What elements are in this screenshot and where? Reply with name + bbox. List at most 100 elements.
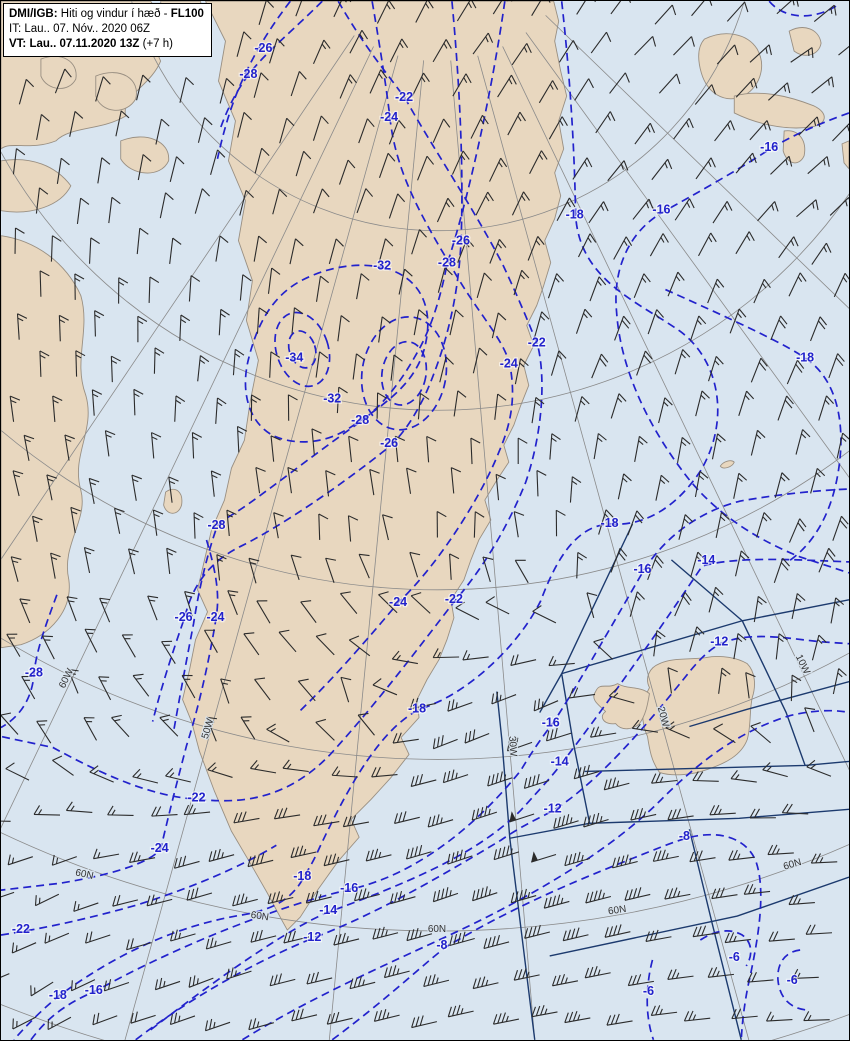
wind-barb bbox=[493, 845, 520, 861]
wind-barb bbox=[273, 512, 284, 539]
wind-barb bbox=[832, 515, 849, 541]
wind-barb bbox=[753, 595, 767, 623]
wind-barb bbox=[1, 712, 19, 735]
wind-barb bbox=[52, 395, 63, 422]
wind-barb bbox=[215, 235, 229, 262]
wind-barb bbox=[724, 932, 751, 944]
temperature-contour bbox=[30, 488, 849, 1040]
wind-barb bbox=[170, 929, 196, 942]
wind-barb bbox=[88, 477, 100, 504]
wind-barb bbox=[472, 347, 488, 374]
wind-barb bbox=[99, 597, 111, 623]
wind-barb bbox=[146, 894, 173, 907]
wind-barb bbox=[627, 510, 645, 536]
wind-barb bbox=[745, 672, 756, 699]
wind-barb bbox=[76, 197, 90, 224]
wind-barb bbox=[254, 677, 271, 701]
wind-barb bbox=[692, 925, 719, 938]
wind-barb bbox=[338, 159, 356, 185]
wind-barb bbox=[777, 395, 794, 421]
wind-barb bbox=[447, 849, 473, 865]
temperature-label: -18 bbox=[796, 350, 814, 364]
wind-barb bbox=[373, 1009, 400, 1022]
wind-barb bbox=[358, 118, 375, 144]
wind-barb bbox=[770, 155, 793, 175]
wind-barb bbox=[236, 31, 252, 57]
wind-barb bbox=[811, 76, 835, 94]
temperature-label: -26 bbox=[254, 41, 272, 55]
wind-barb bbox=[11, 942, 37, 954]
wind-barb bbox=[598, 509, 614, 535]
wind-barb bbox=[450, 467, 462, 494]
wind-barb bbox=[240, 716, 256, 740]
wind-barb bbox=[356, 273, 370, 300]
contour-label-layer: -26-28-22-24-18 -16-16-26-28-32-22-34 -24-… bbox=[11, 40, 816, 1003]
wind-barb bbox=[574, 396, 590, 422]
wind-barb bbox=[357, 712, 375, 736]
temperature-label: -8 bbox=[436, 938, 447, 952]
temperature-label: -24 bbox=[206, 610, 224, 624]
wind-barb bbox=[74, 273, 85, 300]
wind-barb bbox=[382, 514, 393, 541]
wind-barb bbox=[636, 350, 653, 376]
wind-barb bbox=[432, 118, 451, 143]
wind-barb bbox=[349, 29, 369, 54]
wind-barb bbox=[718, 667, 731, 694]
wind-barb bbox=[432, 39, 452, 63]
wind-barb bbox=[47, 1016, 72, 1031]
wind-barb bbox=[104, 430, 116, 457]
wind-barb bbox=[12, 148, 26, 175]
latitude-circle bbox=[131, 1, 745, 231]
wind-barb bbox=[447, 699, 473, 712]
temperature-label: -28 bbox=[438, 256, 456, 270]
wind-barb bbox=[232, 348, 245, 376]
wind-barb bbox=[818, 547, 836, 573]
wind-barb bbox=[634, 36, 657, 56]
wind-barb bbox=[290, 845, 317, 859]
wind-barb bbox=[268, 38, 285, 64]
wind-barb bbox=[312, 39, 331, 65]
wind-barb bbox=[689, 626, 705, 652]
wind-barb bbox=[683, 1010, 711, 1022]
wind-barb bbox=[832, 668, 847, 695]
wind-barb bbox=[287, 466, 298, 494]
wind-barb bbox=[255, 467, 266, 494]
temperature-label: -28 bbox=[351, 413, 369, 427]
wind-barb bbox=[219, 78, 235, 104]
wind-barb bbox=[239, 274, 252, 301]
wind-barb bbox=[191, 432, 202, 459]
latlon-label: 60N bbox=[250, 910, 270, 923]
wind-barb bbox=[14, 227, 25, 254]
wind-barb bbox=[218, 308, 230, 336]
wind-barb bbox=[778, 236, 799, 259]
wind-barb bbox=[796, 199, 819, 218]
wind-barb bbox=[818, 395, 834, 421]
wind-barb bbox=[432, 887, 459, 903]
wind-barb bbox=[532, 605, 557, 624]
wind-barb bbox=[591, 353, 609, 379]
landmass bbox=[719, 460, 735, 469]
wind-barb bbox=[735, 231, 755, 255]
wind-barb bbox=[538, 80, 559, 104]
temperature-label: -12 bbox=[544, 801, 562, 815]
wind-barb bbox=[695, 390, 710, 417]
wind-barb bbox=[92, 1012, 118, 1026]
wind-barb bbox=[664, 887, 691, 900]
meridian-line bbox=[1, 46, 374, 829]
wind-barb bbox=[287, 394, 298, 421]
product-id: DMI/IGB: bbox=[9, 8, 58, 20]
wind-barb bbox=[1, 891, 15, 898]
model-domain-boundary bbox=[670, 559, 806, 766]
wind-barb bbox=[269, 973, 296, 987]
temperature-label: -14 bbox=[551, 754, 569, 768]
wind-barb bbox=[674, 591, 692, 617]
wind-barb bbox=[409, 697, 436, 710]
wind-barb bbox=[806, 759, 832, 777]
wind-barb bbox=[788, 518, 807, 543]
temperature-contour bbox=[297, 1, 514, 714]
wind-barb bbox=[151, 806, 178, 817]
temperature-label: -18 bbox=[408, 702, 426, 716]
wind-barb bbox=[649, 233, 669, 257]
temperature-contour-closed bbox=[380, 340, 428, 406]
temperature-label: -6 bbox=[729, 950, 740, 964]
